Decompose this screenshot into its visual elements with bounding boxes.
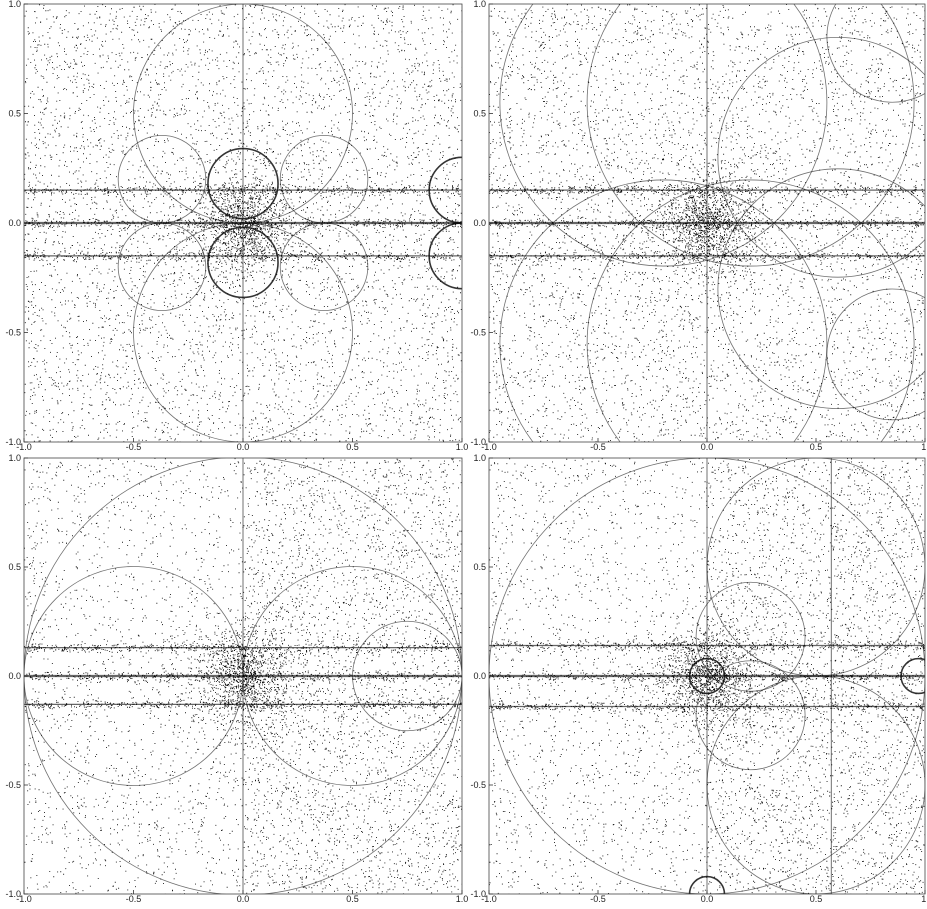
arc-circle-3 (279, 134, 369, 224)
y-tick-label: -1.0 (470, 437, 486, 447)
y-tick-label: -0.5 (470, 328, 486, 338)
x-tick-label: 0.0 (237, 442, 250, 452)
arc-circle-5 (717, 168, 925, 409)
x-tick-label: -0.5 (126, 894, 142, 904)
y-tick-label: 0.0 (473, 671, 486, 681)
y-tick-label: 0.0 (8, 671, 21, 681)
y-tick-label: 0.5 (473, 109, 486, 119)
x-tick-label: -1.0 (481, 442, 497, 452)
y-tick-label: 1.0 (8, 453, 21, 463)
x-tick-label: 1. (921, 894, 927, 904)
plot-area (489, 4, 925, 442)
arc-circle-3 (695, 581, 806, 692)
arc-circle-6 (826, 4, 925, 103)
arc-circle-0 (499, 4, 828, 267)
x-tick-label: 1.0 (456, 894, 469, 904)
y-tick-label: 1.0 (473, 0, 486, 9)
x-tick-label: 0.0 (237, 894, 250, 904)
x-tick-label: -1.0 (16, 894, 32, 904)
arc-circle-2 (117, 134, 207, 224)
arc-circle-2 (499, 179, 828, 442)
arc-circle-4 (117, 222, 207, 311)
plot-area (24, 4, 462, 442)
y-tick-label: 1.0 (8, 0, 21, 9)
y-tick-label: -0.5 (5, 328, 21, 338)
x-tick-label: 0.5 (346, 442, 359, 452)
x-tick-label: 1.0 (456, 442, 469, 452)
arc-circle-7 (826, 288, 925, 421)
y-tick-label: -1.0 (5, 437, 21, 447)
arc-circle-4 (717, 37, 925, 278)
y-tick-label: 0.5 (473, 562, 486, 572)
arc-circle-4 (695, 660, 806, 771)
x-tick-label: -1.0 (481, 894, 497, 904)
y-tick-label: 1.0 (473, 453, 486, 463)
y-tick-label: -1.0 (5, 889, 21, 899)
panel-top-right: -1.0 -0.5 0.0 0.5 1. -1.0 -0.5 0.0 0.5 1.0 (470, 0, 927, 452)
x-tick-label: 0.5 (810, 442, 823, 452)
x-tick-label: 0.5 (810, 894, 823, 904)
y-tick-label: -0.5 (5, 780, 21, 790)
x-tick-label: -0.5 (590, 894, 606, 904)
panel-top-left: -1.0 -0.5 0.0 0.5 1.0 -1.0 -0.5 0.0 0.5 1.0 (5, 0, 469, 452)
arc-circle-3 (586, 179, 915, 442)
plot-area (489, 458, 925, 894)
x-tick-label: -0.5 (590, 442, 606, 452)
panel-bottom-left: -1.0 -0.5 0.0 0.5 1.0 -1.0 -0.5 0.0 0.5 1.0 (5, 453, 468, 904)
y-tick-label: 0.5 (8, 109, 21, 119)
x-tick-label: 0.0 (701, 442, 714, 452)
x-tick-label: 1. (921, 442, 927, 452)
plot-area (24, 458, 462, 894)
y-tick-label: -1.0 (470, 889, 486, 899)
y-tick-label: 0.5 (8, 562, 21, 572)
x-tick-label: -1.0 (16, 442, 32, 452)
x-tick-label: 0.0 (701, 894, 714, 904)
x-tick-label: 0.5 (346, 894, 359, 904)
y-tick-label: 0.0 (8, 218, 21, 228)
y-tick-label: 0.0 (473, 218, 486, 228)
y-tick-label: -0.5 (470, 780, 486, 790)
panel-bottom-right: -1.0 -0.5 0.0 0.5 1. -1.0 -0.5 0.0 0.5 1.0 (470, 453, 927, 904)
arc-circle-1 (586, 4, 915, 267)
x-tick-label: -0.5 (126, 442, 142, 452)
